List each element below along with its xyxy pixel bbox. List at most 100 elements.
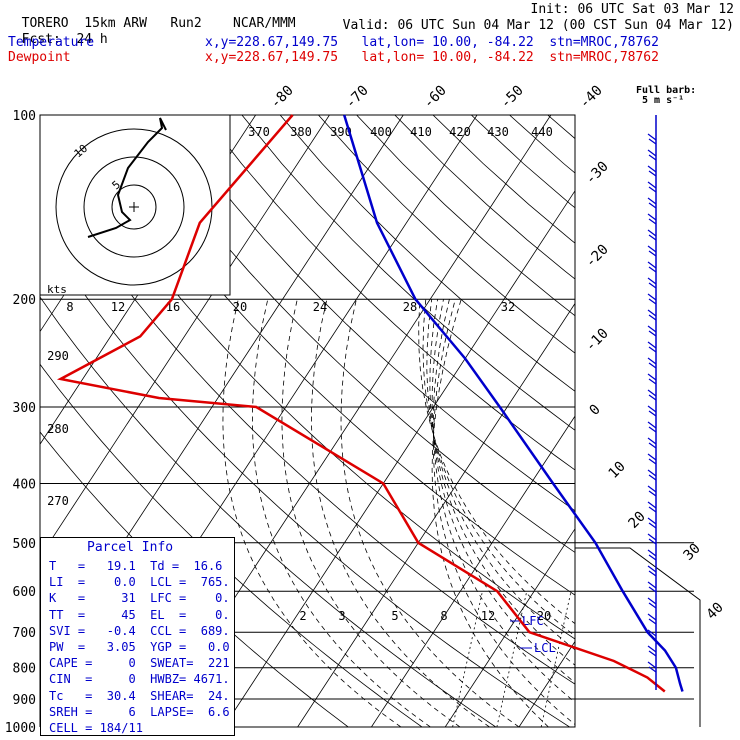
wind-barb	[647, 533, 657, 545]
dry-adiabat	[165, 115, 575, 727]
wind-barb	[647, 197, 657, 209]
temperature-line	[343, 114, 684, 692]
hodograph-trace	[87, 117, 167, 238]
mixing-ratio-line	[674, 591, 704, 727]
dry-adiabat	[50, 115, 575, 727]
model-resolution: 15km ARW	[84, 16, 147, 31]
isotherm	[667, 115, 740, 727]
source-label: NCAR/MMM	[233, 16, 296, 31]
temperature-tick-label: -30	[583, 159, 612, 188]
theta-label: 400	[370, 125, 392, 139]
isotherm	[593, 115, 740, 727]
mixing-ratio-label: 12	[481, 609, 495, 623]
parcel-info-row: LI = 0.0 LCL = 765.	[49, 575, 230, 590]
dry-adiabat	[241, 115, 575, 727]
parcel-info-title: Parcel Info	[87, 540, 174, 555]
temperature-tick-label: 0	[587, 402, 604, 419]
legend-temperature-info: x,y=228.67,149.75 lat,lon= 10.00, -84.22…	[205, 35, 659, 50]
temperature-tick-label: -60	[421, 83, 450, 112]
dry-adiabat	[662, 115, 740, 727]
pressure-tick-label: 700	[13, 626, 36, 641]
temperature-tick-label: -80	[268, 83, 297, 112]
fcst-value: 24 h	[76, 32, 108, 47]
legend-temperature-label: Temperature	[8, 35, 95, 50]
mixing-ratio-label: 8	[440, 609, 447, 623]
parcel-info-row: TT = 45 EL = 0.	[49, 607, 230, 622]
wind-barbs	[647, 115, 657, 690]
wind-barb	[647, 181, 657, 193]
isotherm	[371, 115, 575, 727]
barb-legend-line1: Full barb:	[636, 85, 697, 96]
moist-adiabat	[251, 299, 431, 727]
header-line-1: TORERO 15km ARW Run2 NCAR/MMM	[6, 3, 296, 31]
init-time: Init: 06 UTC Sat 03 Mar 12	[530, 2, 735, 17]
temperature-tick-label: -10	[583, 326, 612, 355]
dry-adiabat	[203, 115, 575, 727]
wetbulb-label: 28	[403, 300, 417, 314]
series-layer	[56, 114, 684, 693]
wind-barb	[647, 229, 657, 241]
temperature-tick-label: -40	[577, 83, 606, 112]
parcel-info-row: Tc = 30.4 SHEAR= 24.	[49, 688, 230, 703]
parcel-info-row: K = 31 LFC = 0.	[49, 591, 230, 606]
fcst-label: Fcst:	[21, 32, 61, 47]
pressure-tick-label: 900	[13, 693, 36, 708]
wind-barb	[647, 309, 657, 321]
mixing-ratio-label: 5	[391, 609, 398, 623]
theta-label: 290	[47, 349, 69, 363]
isotherm	[444, 115, 575, 727]
moist-adiabat	[340, 299, 520, 727]
pressure-tick-label: 500	[13, 537, 36, 552]
theta-label: 370	[248, 125, 270, 139]
dry-adiabat	[509, 115, 575, 727]
parcel-info-row: SVI = -0.4 CCL = 689.	[49, 623, 230, 638]
model-name: TORERO	[21, 16, 69, 31]
wetbulb-label: 8	[66, 300, 73, 314]
header-line-2: Fcst: 24 h	[6, 19, 108, 47]
mixing-ratio-label: 2	[299, 609, 306, 623]
hodograph-kts-label: kts	[47, 283, 67, 296]
theta-label: 390	[330, 125, 352, 139]
wind-barb	[647, 437, 657, 449]
wind-barb	[647, 469, 657, 481]
temperature-tick-label: -50	[498, 83, 527, 112]
dry-adiabat	[547, 115, 575, 727]
wind-barb	[647, 261, 657, 273]
wetbulb-label: 20	[233, 300, 247, 314]
wind-barb	[647, 149, 657, 161]
mixing-ratio-line	[452, 591, 483, 727]
theta-label: 410	[410, 125, 432, 139]
wind-barb	[647, 421, 657, 433]
mixing-ratio-line	[496, 591, 528, 727]
pressure-tick-label: 400	[13, 477, 36, 492]
wind-barb	[647, 245, 657, 257]
moist-adiabat	[431, 299, 575, 727]
temperature-tick-label: 30	[681, 541, 704, 564]
isotherm	[223, 115, 575, 727]
wind-barb	[647, 165, 657, 177]
isotherm	[297, 115, 575, 727]
mixing-ratio-label: 3	[338, 609, 345, 623]
temperature-tick-label: 10	[606, 459, 629, 482]
parcel-info-row: T = 19.1 Td = 16.6	[49, 559, 223, 573]
pressure-tick-label: 800	[13, 662, 36, 677]
hodograph-frame	[39, 114, 231, 296]
pressure-tick-label: 100	[13, 109, 36, 124]
temperature-tick-label: 20	[626, 509, 649, 532]
wind-barb	[647, 645, 657, 657]
wind-barb	[647, 277, 657, 289]
dry-adiabat	[356, 115, 575, 727]
dry-adiabat	[40, 115, 497, 727]
legend-dewpoint-label: Dewpoint	[8, 50, 71, 65]
dry-adiabat	[40, 115, 570, 727]
dry-adiabat	[586, 115, 740, 727]
pressure-tick-label: 200	[13, 293, 36, 308]
pressure-tick-label: 600	[13, 585, 36, 600]
lfc-label: LFC	[522, 614, 544, 628]
theta-label: 280	[47, 422, 69, 436]
wind-barb	[647, 549, 657, 561]
wind-barb	[647, 133, 657, 145]
wind-barb	[647, 373, 657, 385]
isotherm	[40, 115, 330, 727]
